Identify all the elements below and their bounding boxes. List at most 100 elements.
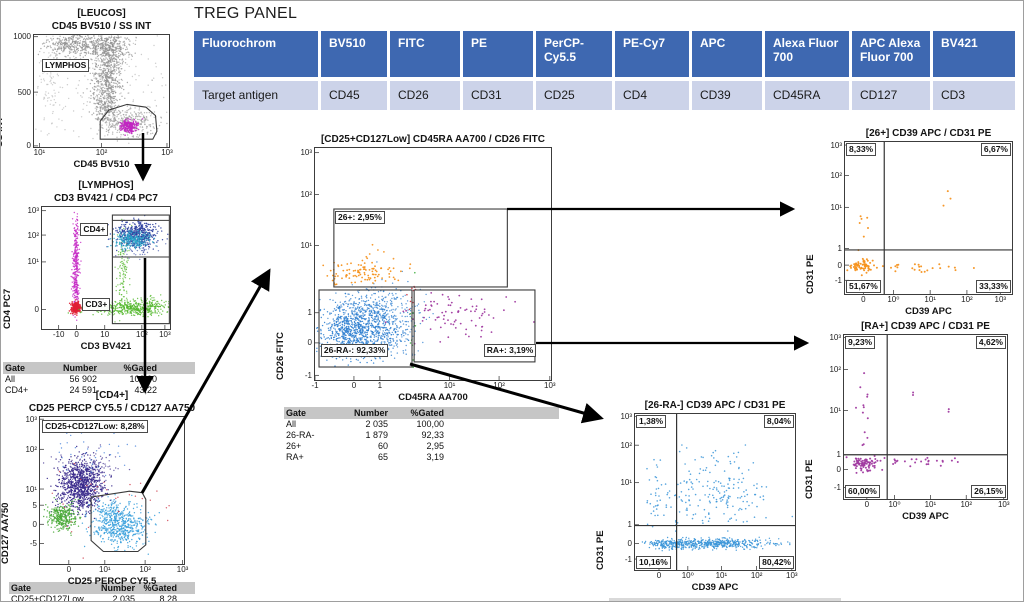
y-tick-label: 10¹: [25, 484, 37, 494]
y-axis-label: SS INT: [0, 116, 5, 147]
stats-cell: 24 591: [69, 385, 97, 395]
stats-cell: 56 902: [69, 374, 97, 384]
x-tick-label: 10³: [159, 330, 171, 339]
stats-cell: Gate: [5, 363, 26, 373]
y-tick-label: -1: [304, 370, 312, 380]
x-axis-label: CD45RA AA700: [398, 392, 468, 403]
y-tick-label: 10²: [27, 230, 39, 240]
y-tick-label: -1: [834, 275, 842, 285]
plot-title: [LEUCOS]: [77, 8, 126, 19]
x-tick-label: 10¹: [99, 565, 111, 574]
stats-row: All 56 902 100,00: [3, 374, 195, 385]
quadrant-percentage-tl: 1,38%: [636, 415, 667, 428]
stats-cell: 100,00: [416, 419, 444, 429]
scatter-canvas: [40, 418, 183, 564]
cropped-stats-bar: [609, 598, 841, 601]
plot-ra-pos: [RA+] CD39 APC / CD31 PE CD39 APC CD31 PE 0…: [804, 321, 1010, 522]
x-axis-label: CD25 PERCP CY5.5: [67, 576, 157, 587]
quadrant-percentage-br: 33,33%: [976, 280, 1011, 293]
stats-cell: 8,28: [159, 594, 177, 602]
x-tick-label: 10¹: [443, 381, 456, 390]
scatter-canvas: [34, 34, 168, 147]
antigen-cell: CD45: [321, 81, 387, 110]
y-tick-label: 0: [34, 304, 39, 314]
stats-cell: 100,00: [129, 374, 157, 384]
stats-cell: %Gated: [123, 363, 157, 373]
stats-row: RA+ 65 3,19: [284, 452, 559, 463]
quadrant-percentage-tl: 8,33%: [846, 143, 877, 156]
plot-title: [CD25+CD127Low] CD45RA AA700 / CD26 FITC: [320, 134, 546, 145]
gate-label: CD3+: [82, 297, 111, 311]
stats-cell: 2 035: [365, 419, 388, 429]
gate-label: CD25+CD127Low: 8,28%: [42, 419, 148, 433]
stats-header: Gate Number %Gated: [9, 582, 195, 594]
y-tick-label: 10¹: [830, 202, 842, 212]
stats-row: 26+ 60 2,95: [284, 441, 559, 452]
y-tick-label: 10¹: [620, 478, 632, 488]
y-tick-label: -1: [833, 483, 841, 493]
stats-cell: Number: [62, 363, 97, 373]
x-axis-label: CD39 APC: [902, 511, 949, 522]
x-axis-label: CD3 BV421: [80, 341, 132, 352]
x-tick-label: 0: [66, 565, 72, 574]
quadrant-percentage-tr: 6,67%: [980, 143, 1011, 156]
plot-cd4: [CD4+] CD25 PERCP CY5.5 / CD127 AA750 CD25…: [1, 390, 195, 587]
y-tick-label: 10²: [620, 440, 632, 450]
x-tick-label: 10³: [994, 295, 1007, 304]
x-tick-label: 10⁰: [681, 571, 694, 580]
target-antigen-row: Target antigen CD45 CD26 CD31 CD25 CD4 CD39 CD4…: [194, 81, 1015, 110]
stats-header: Gate Number %Gated: [284, 407, 559, 419]
stats-cell: Gate: [11, 583, 32, 593]
plot-26-pos: [26+] CD39 APC / CD31 PE CD39 APC CD31 PE 0…: [805, 128, 1013, 317]
stats-cell: 65: [377, 452, 388, 462]
stats-cell: CD25+CD127Low: [11, 594, 84, 602]
stats-cell: %Gated: [143, 583, 177, 593]
antigen-cell: CD25: [536, 81, 612, 110]
fluorochrome-cell: Fluorochrom: [194, 31, 318, 77]
quadrant-percentage-tl: 9,23%: [845, 336, 876, 349]
scatter-canvas: [635, 414, 795, 570]
x-tick-label: 10²: [961, 295, 973, 304]
plot-title: CD25 PERCP CY5.5 / CD127 AA750: [28, 403, 196, 414]
x-tick-label: 10⁰: [887, 295, 900, 304]
gate-label: RA+: 3,19%: [483, 344, 537, 358]
x-tick-label: 10³: [161, 148, 173, 157]
x-tick-label: 10⁰: [888, 500, 901, 509]
fluorochrome-cell: Alexa Fluor 700: [765, 31, 849, 77]
gate-stats-cd4: Gate Number %Gated CD25+CD127Low 2 035 8,28: [9, 582, 195, 602]
y-tick-label: 10³: [830, 140, 842, 150]
y-tick-label: 500: [17, 87, 31, 97]
x-tick-label: 10³: [997, 500, 1010, 509]
fluorochrome-cell: PerCP-Cy5.5: [536, 31, 612, 77]
x-tick-label: 10¹: [715, 571, 728, 580]
x-tick-label: 10²: [136, 330, 148, 339]
plot-lymphos: [LYMPHOS] CD3 BV421 / CD4 PC7 CD3 BV421 CD4…: [2, 180, 171, 352]
y-tick-label: 10²: [300, 189, 312, 199]
x-axis-label: CD39 APC: [905, 306, 952, 317]
x-tick-label: 10²: [493, 381, 505, 390]
x-tick-label: 10³: [786, 571, 798, 580]
x-tick-label: -1: [311, 381, 319, 390]
antigen-cell: CD39: [692, 81, 762, 110]
stats-row: 26-RA- 1 879 92,33: [284, 430, 559, 441]
stats-cell: %Gated: [410, 408, 444, 418]
y-tick-label: 0: [627, 538, 632, 548]
y-tick-label: -1: [624, 554, 632, 564]
quadrant-percentage-bl: 60,00%: [845, 485, 880, 498]
fluorochrome-cell: APC Alexa Fluor 700: [852, 31, 930, 77]
x-tick-label: 10: [100, 330, 110, 339]
fluorochrome-cell: PE-Cy7: [615, 31, 689, 77]
stats-cell: Number: [353, 408, 388, 418]
stats-cell: 3,19: [426, 452, 444, 462]
x-tick-label: 0: [864, 500, 870, 509]
gate-label: LYMPHOS: [42, 58, 90, 72]
x-tick-label: 10²: [750, 571, 763, 580]
gate-label: 26-RA-: 92,33%: [320, 344, 389, 358]
x-tick-label: 0: [351, 381, 357, 390]
gate-label: 26+: 2,95%: [335, 211, 385, 225]
stats-cell: All: [286, 419, 297, 429]
y-tick-label: 10²: [830, 170, 842, 180]
plot-26-ra-neg: [26-RA-] CD39 APC / CD31 PE CD39 APC CD31 …: [595, 400, 798, 593]
y-tick-label: 10²: [25, 444, 37, 454]
x-tick-label: 10²: [139, 565, 151, 574]
